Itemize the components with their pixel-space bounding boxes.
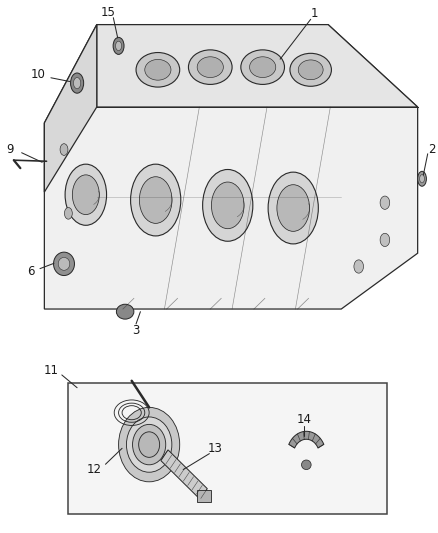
Bar <box>68 383 387 514</box>
Ellipse shape <box>64 207 72 219</box>
Ellipse shape <box>60 144 68 156</box>
Polygon shape <box>161 450 207 499</box>
Ellipse shape <box>418 171 426 186</box>
Ellipse shape <box>380 196 390 209</box>
Ellipse shape <box>71 73 84 93</box>
Text: 10: 10 <box>30 68 45 80</box>
Ellipse shape <box>133 424 166 465</box>
Ellipse shape <box>53 252 74 276</box>
Text: 12: 12 <box>87 463 102 476</box>
Ellipse shape <box>117 304 134 319</box>
Ellipse shape <box>65 164 106 225</box>
Text: 14: 14 <box>297 413 312 426</box>
Ellipse shape <box>290 53 332 86</box>
Ellipse shape <box>127 417 172 472</box>
Ellipse shape <box>250 57 276 77</box>
Ellipse shape <box>354 260 364 273</box>
Ellipse shape <box>241 50 285 84</box>
Polygon shape <box>289 431 324 448</box>
Bar <box>197 490 211 502</box>
Ellipse shape <box>298 60 323 80</box>
Text: 6: 6 <box>28 265 35 278</box>
Ellipse shape <box>268 172 318 244</box>
Ellipse shape <box>277 185 310 231</box>
Ellipse shape <box>113 37 124 54</box>
Ellipse shape <box>72 175 99 215</box>
Text: 1: 1 <box>311 7 318 20</box>
Ellipse shape <box>74 77 81 88</box>
Ellipse shape <box>116 41 122 51</box>
Text: 13: 13 <box>207 442 222 455</box>
Ellipse shape <box>380 233 390 247</box>
Ellipse shape <box>145 60 171 80</box>
Ellipse shape <box>301 460 311 470</box>
Ellipse shape <box>420 175 424 183</box>
Ellipse shape <box>136 53 180 87</box>
Text: 3: 3 <box>132 324 140 337</box>
Text: 9: 9 <box>7 143 14 156</box>
Ellipse shape <box>58 257 70 270</box>
Polygon shape <box>44 25 418 309</box>
Text: 11: 11 <box>43 364 58 377</box>
Ellipse shape <box>212 182 244 229</box>
Ellipse shape <box>197 57 223 77</box>
Text: 2: 2 <box>428 143 436 156</box>
Ellipse shape <box>188 50 232 84</box>
Text: 15: 15 <box>100 6 115 19</box>
Polygon shape <box>44 25 97 192</box>
Ellipse shape <box>139 432 159 457</box>
Ellipse shape <box>139 177 172 223</box>
Ellipse shape <box>119 407 180 482</box>
Ellipse shape <box>131 164 181 236</box>
Polygon shape <box>97 25 418 107</box>
Ellipse shape <box>203 169 253 241</box>
